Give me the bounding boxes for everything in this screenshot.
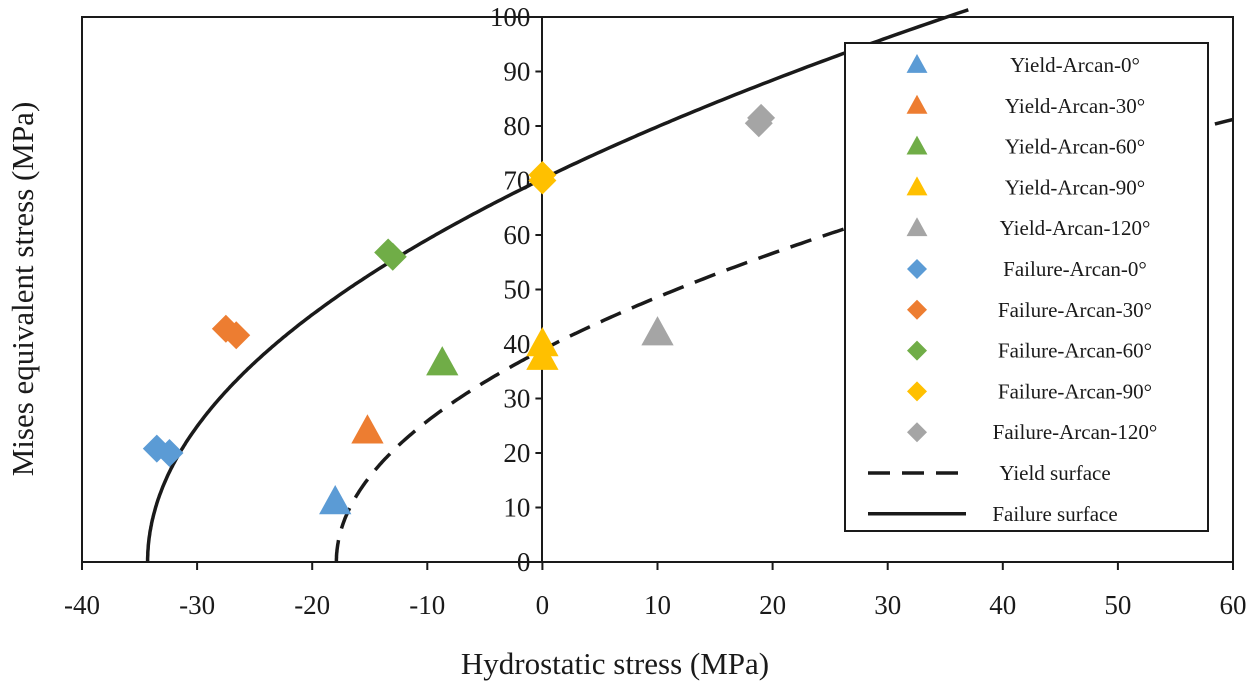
x-tick-label: 20: [759, 590, 786, 620]
x-axis-title: Hydrostatic stress (MPa): [461, 646, 769, 681]
failure-point: [528, 166, 557, 195]
x-tick-label: 40: [989, 590, 1016, 620]
x-tick-label: 0: [536, 590, 550, 620]
legend-label: Failure-Arcan-30°: [998, 298, 1152, 322]
y-tick-label: 90: [503, 57, 530, 87]
yield-point: [641, 316, 674, 346]
failure-point: [378, 242, 407, 271]
x-tick-label: 30: [874, 590, 901, 620]
legend-marker: [906, 94, 928, 114]
y-tick-label: 100: [490, 2, 531, 32]
legend-label: Yield-Arcan-30°: [1005, 94, 1145, 118]
y-tick-label: 10: [503, 493, 530, 523]
legend-marker: [906, 135, 928, 155]
legend-marker: [907, 381, 927, 402]
y-axis-title: Mises equivalent stress (MPa): [5, 102, 40, 477]
legend-marker: [907, 299, 927, 320]
data-points: [142, 103, 776, 515]
y-tick-label: 30: [503, 384, 530, 414]
x-tick-label: -20: [294, 590, 330, 620]
legend-marker: [907, 259, 927, 279]
yield-point: [319, 485, 352, 515]
legend-label: Yield-Arcan-120°: [1000, 216, 1151, 240]
y-tick-label: 20: [503, 438, 530, 468]
legend-label: Yield-Arcan-0°: [1010, 53, 1140, 77]
x-tick-label: 50: [1104, 590, 1131, 620]
y-tick-label: 80: [503, 111, 530, 141]
failure-surface-curve: [145, 8, 969, 562]
yield-point: [426, 346, 459, 376]
y-tick-label: 0: [517, 547, 531, 577]
yield-point: [351, 414, 384, 444]
legend-marker: [907, 422, 927, 443]
legend: Yield-Arcan-0° Yield-Arcan-30° Yield-Arcan…: [868, 53, 1157, 526]
y-tick-label: 40: [503, 329, 530, 359]
legend-label: Yield surface: [999, 461, 1110, 485]
x-tick-label: -30: [179, 590, 215, 620]
legend-label: Failure-Arcan-0°: [1003, 257, 1147, 281]
failure-point: [744, 109, 773, 138]
legend-box: [844, 42, 1209, 532]
legend-label: Failure-Arcan-120°: [993, 420, 1158, 444]
legend-label: Yield-Arcan-60°: [1005, 135, 1145, 159]
y-tick-label: 60: [503, 220, 530, 250]
x-tick-label: -40: [64, 590, 100, 620]
x-tick-label: 60: [1220, 590, 1247, 620]
legend-label: Yield-Arcan-90°: [1005, 175, 1145, 199]
legend-marker: [906, 176, 928, 196]
legend-label: Failure-Arcan-60°: [998, 339, 1152, 363]
legend-marker: [906, 54, 928, 73]
yield-point: [526, 340, 559, 370]
x-axis-ticks: -40 -30 -20 -10 0 10 20 30 40 50 60: [64, 562, 1247, 620]
x-tick-label: 10: [644, 590, 671, 620]
legend-marker: [907, 340, 927, 361]
failure-point: [222, 321, 251, 350]
x-tick-label: -10: [409, 590, 445, 620]
failure-point: [155, 439, 184, 467]
legend-label: Failure-Arcan-90°: [998, 379, 1152, 403]
legend-marker: [906, 217, 928, 237]
legend-label: Failure surface: [992, 502, 1117, 526]
y-tick-label: 50: [503, 275, 530, 305]
